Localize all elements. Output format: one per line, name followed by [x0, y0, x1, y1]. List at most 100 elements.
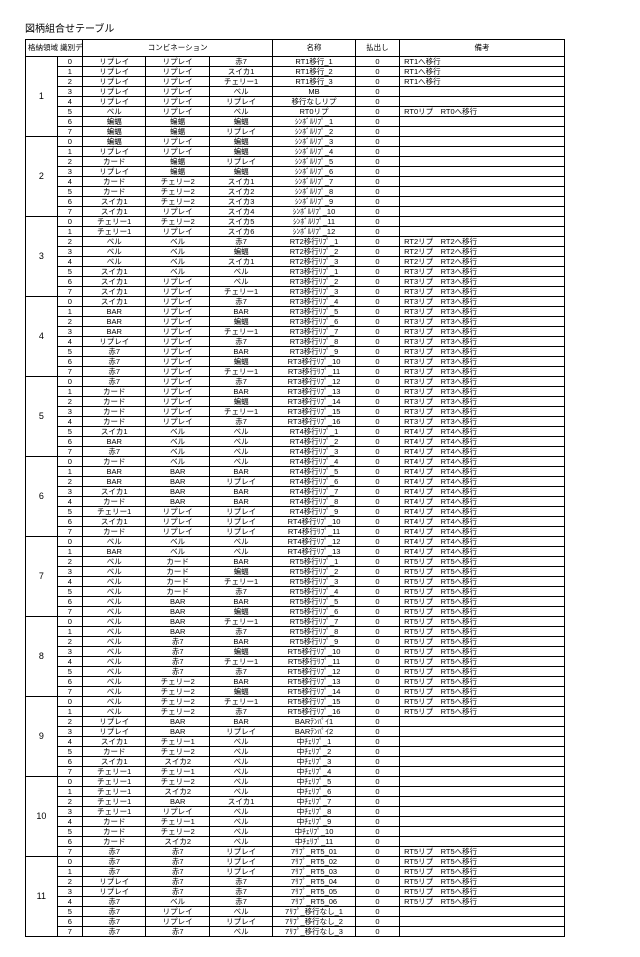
payout-cell: 0 [355, 397, 399, 407]
payout-cell: 0 [355, 607, 399, 617]
row-index: 1 [57, 467, 82, 477]
combo-3: 蝙蝠 [209, 137, 272, 147]
combo-3: 赤7 [209, 877, 272, 887]
row-index: 7 [57, 367, 82, 377]
combo-3: リプレイ [209, 867, 272, 877]
row-index: 2 [57, 717, 82, 727]
remarks-cell: RT5リプ RT5へ移行 [400, 657, 565, 667]
name-cell: RT4移行ﾘﾌﾟ_4 [273, 457, 355, 467]
combo-1: リプレイ [83, 87, 146, 97]
payout-cell: 0 [355, 117, 399, 127]
combo-3: リプレイ [209, 857, 272, 867]
combo-1: リプレイ [83, 887, 146, 897]
combo-3: 赤7 [209, 57, 272, 67]
row-index: 4 [57, 417, 82, 427]
combo-1: リプレイ [83, 147, 146, 157]
combo-2: リプレイ [146, 87, 209, 97]
row-index: 1 [57, 787, 82, 797]
name-cell: RT3移行ﾘﾌﾟ_11 [273, 367, 355, 377]
combo-3: スイカ5 [209, 217, 272, 227]
table-row: 5チェリー1リプレイリプレイRT4移行ﾘﾌﾟ_90RT4リプ RT4へ移行 [26, 507, 565, 517]
row-index: 5 [57, 587, 82, 597]
combo-2: チェリー1 [146, 817, 209, 827]
row-index: 6 [57, 597, 82, 607]
row-index: 2 [57, 237, 82, 247]
combo-3: リプレイ [209, 477, 272, 487]
table-row: 3ベル赤7蝙蝠RT5移行ﾘﾌﾟ_100RT5リプ RT5へ移行 [26, 647, 565, 657]
combo-1: スイカ1 [83, 737, 146, 747]
remarks-cell: RT5リプ RT5へ移行 [400, 587, 565, 597]
combo-3: 蝙蝠 [209, 567, 272, 577]
header-group: 格納領域 識別データ [26, 40, 83, 57]
combo-3: ベル [209, 437, 272, 447]
combo-1: ベル [83, 577, 146, 587]
remarks-cell [400, 167, 565, 177]
table-row: 2ベルベル赤7RT2移行ﾘﾌﾟ_10RT2リプ RT2へ移行 [26, 237, 565, 247]
payout-cell: 0 [355, 877, 399, 887]
remarks-cell: RT3リプ RT3へ移行 [400, 317, 565, 327]
combo-3: ベル [209, 537, 272, 547]
combo-2: リプレイ [146, 397, 209, 407]
payout-cell: 0 [355, 887, 399, 897]
row-index: 2 [57, 797, 82, 807]
remarks-cell: RT3リプ RT3へ移行 [400, 297, 565, 307]
payout-cell: 0 [355, 217, 399, 227]
combo-3: 蝙蝠 [209, 607, 272, 617]
payout-cell: 0 [355, 177, 399, 187]
name-cell: RT5移行ﾘﾌﾟ_8 [273, 627, 355, 637]
remarks-cell: RT5リプ RT5へ移行 [400, 617, 565, 627]
name-cell: RT5移行ﾘﾌﾟ_12 [273, 667, 355, 677]
table-row: 6ベルBARBARRT5移行ﾘﾌﾟ_50RT5リプ RT5へ移行 [26, 597, 565, 607]
table-row: 90ベルチェリー2チェリー1RT5移行ﾘﾌﾟ_150RT5リプ RT5へ移行 [26, 697, 565, 707]
combo-3: チェリー1 [209, 697, 272, 707]
combo-2: リプレイ [146, 297, 209, 307]
name-cell: RT1移行_3 [273, 77, 355, 87]
remarks-cell [400, 837, 565, 847]
name-cell: RT3移行ﾘﾌﾟ_9 [273, 347, 355, 357]
combo-1: カード [83, 837, 146, 847]
combo-2: リプレイ [146, 307, 209, 317]
row-index: 4 [57, 257, 82, 267]
combo-2: ベル [146, 447, 209, 457]
table-row: 1BARBARBARRT4移行ﾘﾌﾟ_50RT4リプ RT4へ移行 [26, 467, 565, 477]
name-cell: 中ﾁｪﾘﾌﾟ_5 [273, 777, 355, 787]
row-index: 1 [57, 627, 82, 637]
payout-cell: 0 [355, 777, 399, 787]
name-cell: RT4移行ﾘﾌﾟ_2 [273, 437, 355, 447]
remarks-cell [400, 217, 565, 227]
table-row: 7蝙蝠蝙蝠リプレイｼﾝﾎﾞﾙﾘﾌﾟ_20 [26, 127, 565, 137]
combo-3: BAR [209, 597, 272, 607]
name-cell: 移行なしリプ [273, 97, 355, 107]
combo-2: 赤7 [146, 657, 209, 667]
table-row: 1ベルBAR赤7RT5移行ﾘﾌﾟ_80RT5リプ RT5へ移行 [26, 627, 565, 637]
name-cell: RT5移行ﾘﾌﾟ_5 [273, 597, 355, 607]
remarks-cell: RT3リプ RT3へ移行 [400, 277, 565, 287]
combo-3: BAR [209, 717, 272, 727]
row-index: 5 [57, 827, 82, 837]
header-row: 格納領域 識別データ コンビネーション 名称 払出し 備考 [26, 40, 565, 57]
remarks-cell [400, 717, 565, 727]
name-cell: RT3移行ﾘﾌﾟ_15 [273, 407, 355, 417]
combo-1: チェリー1 [83, 507, 146, 517]
payout-cell: 0 [355, 557, 399, 567]
table-row: 6スイカ1リプレイベルRT3移行ﾘﾌﾟ_20RT3リプ RT3へ移行 [26, 277, 565, 287]
combo-3: チェリー1 [209, 577, 272, 587]
remarks-cell: RT4リプ RT4へ移行 [400, 427, 565, 437]
payout-cell: 0 [355, 357, 399, 367]
payout-cell: 0 [355, 147, 399, 157]
payout-cell: 0 [355, 377, 399, 387]
group-id-cell: 11 [26, 857, 58, 937]
combo-1: ベル [83, 627, 146, 637]
payout-cell: 0 [355, 547, 399, 557]
payout-cell: 0 [355, 587, 399, 597]
remarks-cell: RT3リプ RT3へ移行 [400, 417, 565, 427]
row-index: 0 [57, 137, 82, 147]
row-index: 0 [57, 217, 82, 227]
table-row: 4カードリプレイ赤7RT3移行ﾘﾌﾟ_160RT3リプ RT3へ移行 [26, 417, 565, 427]
combo-2: 赤7 [146, 847, 209, 857]
combo-1: カード [83, 827, 146, 837]
combo-1: チェリー1 [83, 217, 146, 227]
remarks-cell: RT4リプ RT4へ移行 [400, 487, 565, 497]
remarks-cell [400, 127, 565, 137]
combo-2: リプレイ [146, 347, 209, 357]
